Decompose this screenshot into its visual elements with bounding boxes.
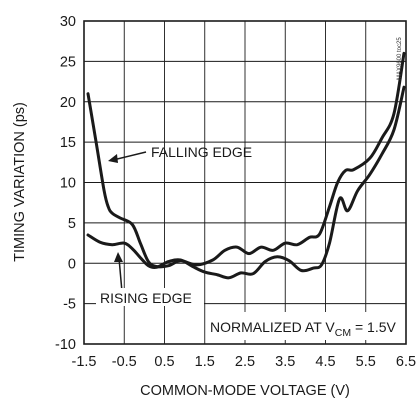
normalized-subscript: CM [335,327,351,339]
x-axis-label: COMMON-MODE VOLTAGE (V) [140,383,350,399]
y-tick-label: -10 [55,337,76,353]
x-tick-label: 3.5 [275,354,295,370]
rising-edge-label: RISING EDGE [100,290,192,306]
x-tick-label: 6.5 [396,354,416,370]
falling-edge-label: FALLING EDGE [151,144,252,160]
y-tick-label: 20 [60,95,76,111]
normalized-tail: = 1.5V [351,319,396,335]
rising-edge-label-bg [96,288,204,306]
falling-edge-line [86,51,406,269]
y-tick-label: 25 [60,54,76,70]
x-tick-label: 1.5 [195,354,215,370]
y-tick-label: 5 [68,216,76,232]
y-tick-label: -5 [63,297,76,313]
plot-frame [83,20,407,345]
normalized-annotation: NORMALIZED AT VCM = 1.5V [210,319,396,339]
curves [86,51,406,280]
rising-edge-line [86,85,406,280]
y-tick-label: 15 [60,135,76,151]
x-tick-label: 0.5 [154,354,174,370]
x-tick-label: -1.5 [72,354,97,370]
x-tick-label: 2.5 [235,354,255,370]
rising-edge-leader [118,257,123,293]
y-tick-label: 0 [68,256,76,272]
y-tick-labels: -10 -5 0 5 10 15 20 25 30 [55,14,76,353]
normalized-text: NORMALIZED AT V [210,319,335,335]
normalized-annotation-bg [206,312,402,340]
x-tick-label: 5.5 [356,354,376,370]
falling-edge-arrow [108,154,118,163]
falling-edge-leader [112,151,147,161]
x-tick-labels: -1.5 -0.5 0.5 1.5 2.5 3.5 4.5 5.5 6.5 [72,354,417,370]
x-tick-label: -0.5 [112,354,137,370]
y-axis-label: TIMING VARIATION (ps) [12,102,28,262]
x-tick-label: 4.5 [315,354,335,370]
watermark: MAX9600 toc25 [397,37,403,80]
rising-edge-arrow [114,252,123,262]
y-tick-label: 30 [60,14,76,30]
y-tick-label: 10 [60,176,76,192]
